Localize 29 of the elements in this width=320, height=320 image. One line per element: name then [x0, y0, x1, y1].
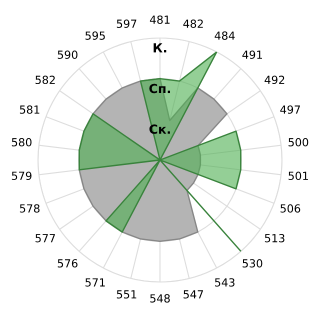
spoke-label: 497: [280, 105, 300, 114]
spoke-label: 576: [58, 259, 78, 268]
spoke-label: 548: [150, 294, 170, 303]
spoke-label: 547: [184, 290, 204, 299]
spoke-label: 590: [58, 50, 78, 59]
spoke-label: 595: [85, 31, 105, 40]
spoke-label: 578: [20, 204, 40, 213]
spoke-label: 551: [116, 290, 136, 299]
spoke-label: 484: [214, 31, 235, 40]
spoke-label: 500: [288, 138, 308, 146]
spoke-label: 571: [85, 278, 105, 287]
spoke-label: 597: [116, 20, 136, 28]
spoke-label: 506: [280, 204, 300, 213]
spoke-label: 543: [215, 278, 234, 287]
spoke-label: 481: [150, 15, 170, 24]
y-tick-label: Ск.: [149, 124, 170, 134]
spoke-label: 492: [264, 76, 284, 84]
y-tick-label: К.: [154, 43, 166, 52]
y-tick-label: Сп.: [149, 84, 170, 94]
spoke-label: 579: [12, 172, 32, 180]
spoke-label: 513: [264, 234, 284, 242]
spoke-label: 491: [242, 50, 262, 59]
spoke-label: 501: [288, 172, 308, 180]
spoke-label: 530: [242, 259, 262, 268]
spoke-label: 582: [36, 76, 55, 84]
spoke-label: 577: [36, 234, 55, 242]
spoke-label: 482: [183, 20, 203, 28]
spoke-label: 581: [20, 105, 40, 114]
spoke-label: 580: [12, 138, 32, 146]
